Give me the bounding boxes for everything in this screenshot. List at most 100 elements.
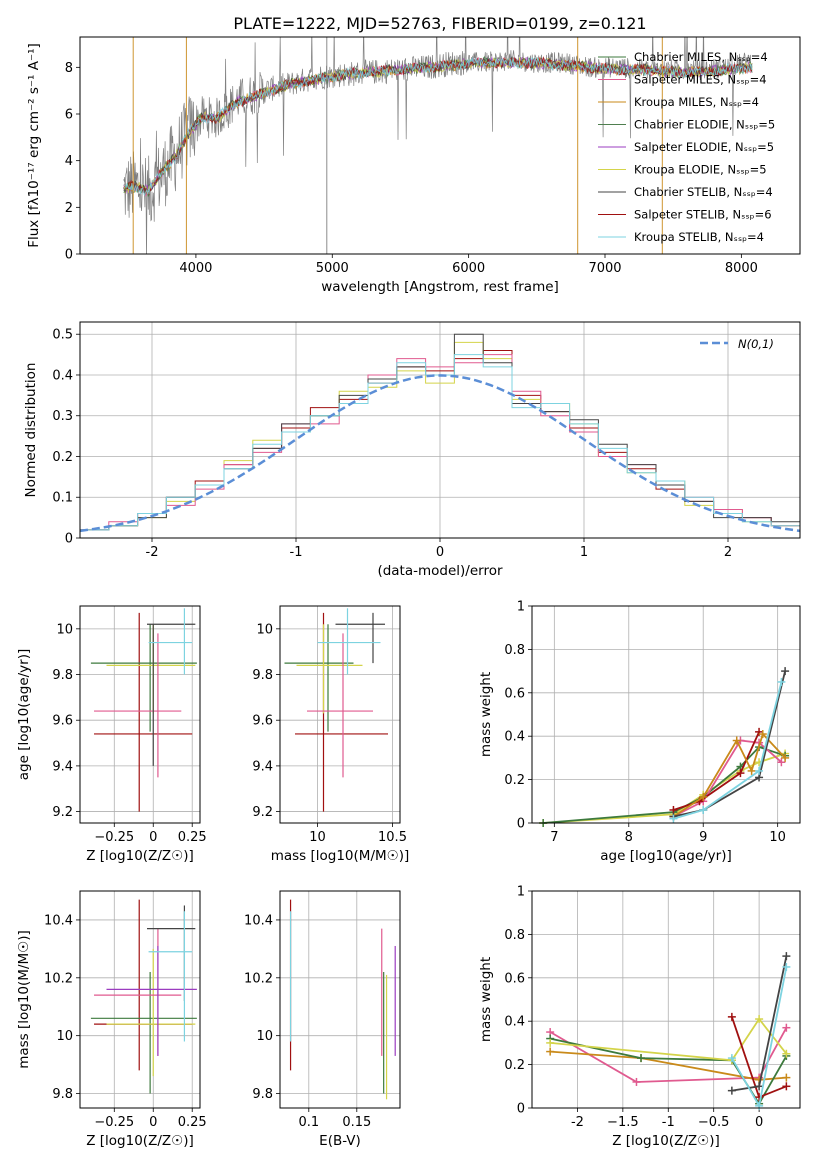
weight-line xyxy=(673,731,760,811)
axes-frame xyxy=(79,605,201,824)
x-tick-label: 0.25 xyxy=(178,1115,207,1130)
y-tick-label: 9.6 xyxy=(52,714,73,729)
x-axis-label: (data-model)/error xyxy=(377,563,503,579)
y-tick-label: 9.8 xyxy=(52,1087,73,1102)
error-bar-point xyxy=(90,624,197,732)
weight-marker xyxy=(782,1082,791,1091)
grid xyxy=(80,891,200,1108)
axes-frame xyxy=(279,890,401,1109)
grid xyxy=(80,606,200,823)
x-tick-label: 8000 xyxy=(725,261,758,276)
y-axis-label: Normed distribution xyxy=(23,363,39,498)
y-tick-label: 10.4 xyxy=(44,913,73,928)
axes-frame xyxy=(79,36,801,255)
weight-marker xyxy=(782,1073,791,1082)
x-tick-label: 10.5 xyxy=(378,830,407,845)
histograms xyxy=(80,333,800,538)
y-tick-label: 0.4 xyxy=(52,368,73,383)
y-tick-label: 1 xyxy=(517,600,525,615)
x-tick-label: -1 xyxy=(662,1115,675,1130)
legend-label: Kroupa ELODIE, Nₛₛₚ=5 xyxy=(634,163,767,177)
error-bar-point xyxy=(94,612,193,812)
axes-frame xyxy=(531,605,801,824)
error-bar-point xyxy=(94,899,193,1071)
y-tick-label: 0.5 xyxy=(52,328,73,343)
spectrum-traces xyxy=(123,37,753,254)
weight-marker xyxy=(782,1049,791,1058)
y-tick-label: 9.8 xyxy=(52,668,73,683)
y-tick-label: 0.1 xyxy=(52,491,73,506)
y-tick-label: 0.4 xyxy=(504,730,525,745)
y-tick-label: 0.8 xyxy=(504,643,525,658)
x-axis-label: mass [log10(M/M☉)] xyxy=(271,848,410,864)
y-tick-label: 10 xyxy=(256,622,273,637)
weight-marker xyxy=(546,1038,555,1047)
error-bar-point xyxy=(94,633,182,778)
x-tick-label: 2 xyxy=(724,545,732,560)
weight-marker xyxy=(755,1015,764,1024)
x-tick-label: 0 xyxy=(149,1115,157,1130)
legend-label: N(0,1) xyxy=(738,337,774,351)
x-axis-label: age [log10(age/yr)] xyxy=(600,848,732,864)
legend-label: Salpeter MILES, Nₛₛₚ=4 xyxy=(634,73,767,87)
y-tick-label: 10 xyxy=(56,622,73,637)
x-tick-label: 10 xyxy=(309,830,326,845)
weight-marker xyxy=(758,730,767,739)
x-tick-label: -2 xyxy=(146,545,159,560)
error-bar-point xyxy=(148,911,193,1042)
y-tick-label: 9.4 xyxy=(252,759,273,774)
weight-marker xyxy=(669,814,678,823)
error-bars xyxy=(90,608,197,812)
x-axis-label: Z [log10(Z/Z☉)] xyxy=(86,848,194,864)
y-axis-label: mass [log10(M/M☉)] xyxy=(16,930,32,1069)
legend-label: Chabrier MILES, Nₛₛₚ=4 xyxy=(634,50,768,64)
observed-spectrum xyxy=(123,37,753,254)
error-bar-point xyxy=(94,928,182,1056)
y-tick-label: 0.3 xyxy=(52,409,73,424)
x-tick-label: 0.1 xyxy=(298,1115,319,1130)
gaussian-curve xyxy=(80,374,800,533)
weight-marker xyxy=(632,1077,641,1086)
legend: Chabrier MILES, Nₛₛₚ=4 Salpeter MILES, Nₛ… xyxy=(598,50,775,244)
panel-spectrum: 4000 5000 6000 7000 8000 0 2 4 6 8 wavelength [Ang… xyxy=(26,36,801,295)
y-tick-label: 10.4 xyxy=(244,913,273,928)
weight-marker xyxy=(755,1093,764,1102)
error-bar-point xyxy=(335,612,385,664)
x-tick-label: 0 xyxy=(149,830,157,845)
weight-lines xyxy=(539,667,790,827)
axes-frame xyxy=(79,890,201,1109)
legend-label: Chabrier ELODIE, Nₛₛₚ=5 xyxy=(634,118,775,132)
x-tick-label: 10 xyxy=(769,830,786,845)
x-tick-label: 0.25 xyxy=(178,830,207,845)
error-bar-point xyxy=(307,633,373,778)
weight-marker xyxy=(777,677,786,686)
model-spectrum-line xyxy=(123,56,753,194)
legend-label: Salpeter ELODIE, Nₛₛₚ=5 xyxy=(634,140,774,154)
panel-weight_vs_Z: -2 −1.5 -1 −0.5 0 0 0.2 0.4 0.6 0.8 1 Z [log10(Z/Z☉… xyxy=(478,885,801,1149)
x-tick-label: 4000 xyxy=(179,261,212,276)
panel-mass_vs_EBV: 0.1 0.15 9.8 10 10.2 10.4 E(B-V) xyxy=(244,890,401,1149)
x-axis-label: Z [log10(Z/Z☉)] xyxy=(612,1133,720,1149)
y-tick-label: 2 xyxy=(65,201,73,216)
y-tick-label: 9.8 xyxy=(252,668,273,683)
y-tick-label: 0 xyxy=(65,532,73,547)
weight-marker xyxy=(755,766,764,775)
error-bar-point xyxy=(317,608,381,675)
axes-frame xyxy=(79,321,801,539)
error-bars xyxy=(90,899,197,1094)
y-tick-label: 9.8 xyxy=(252,1087,273,1102)
x-tick-label: -2 xyxy=(571,1115,584,1130)
y-tick-label: 0.4 xyxy=(504,1015,525,1030)
x-tick-label: -1 xyxy=(290,545,303,560)
grid xyxy=(532,605,800,824)
weight-marker xyxy=(755,1082,764,1091)
axes-frame xyxy=(531,890,801,1109)
x-axis-label: wavelength [Angstrom, rest frame] xyxy=(321,279,559,295)
y-tick-label: 0.6 xyxy=(504,686,525,701)
x-axis-label: E(B-V) xyxy=(319,1133,361,1149)
weight-marker xyxy=(727,1012,736,1021)
y-axis-label: Flux [fλ10⁻¹⁷ erg cm⁻² s⁻¹ A⁻¹] xyxy=(26,43,42,248)
weight-lines xyxy=(546,952,791,1110)
weight-marker xyxy=(727,1054,736,1063)
x-tick-label: 7 xyxy=(550,830,558,845)
